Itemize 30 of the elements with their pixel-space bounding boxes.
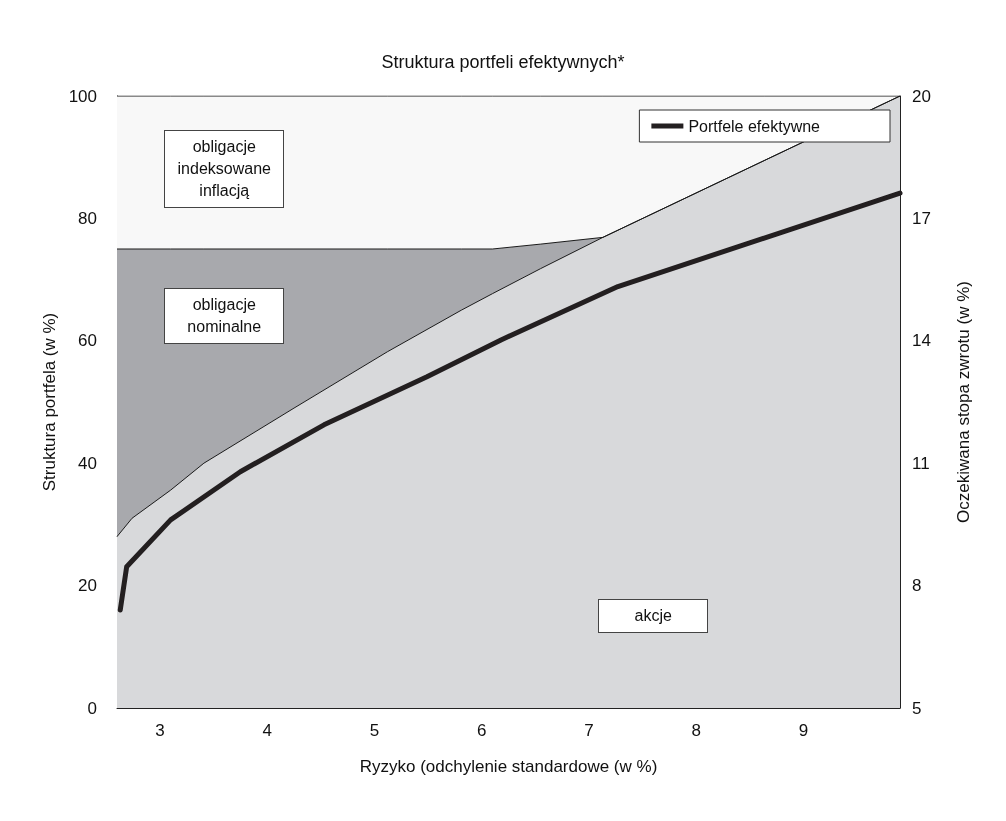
- y2-axis-title: Oczekiwana stopa zwrotu (w %): [954, 281, 973, 523]
- y-tick-label: 60: [78, 331, 97, 351]
- y2-tick-label: 5: [912, 698, 922, 718]
- x-axis-title: Ryzyko (odchylenie standardowe (w %): [359, 757, 658, 776]
- name-frame: obligacje nominalne: [164, 288, 285, 345]
- y-tick-label: 80: [78, 208, 97, 228]
- x-tick-label: 3: [155, 721, 165, 740]
- series-label: akcje: [634, 607, 672, 625]
- legend-label: Portfele efektywne: [688, 117, 821, 135]
- name-frame: akcje: [598, 599, 709, 634]
- series-label: obligacje nominalne: [187, 296, 262, 336]
- y2-tick-label: 20: [912, 86, 931, 106]
- x-tick-label: 6: [476, 721, 487, 740]
- x-tick-label: 4: [262, 721, 272, 740]
- y-tick-label: 0: [87, 698, 97, 718]
- y-tick-label: 20: [78, 576, 97, 596]
- x-tick-label: 8: [691, 721, 701, 740]
- y-tick-label: 40: [78, 453, 97, 473]
- y-tick-label: 100: [68, 86, 97, 106]
- y2-tick-label: 8: [912, 576, 922, 596]
- x-tick-label: 5: [369, 721, 380, 740]
- y2-tick-label: 17: [912, 208, 931, 228]
- y2-tick-label: 11: [912, 453, 930, 473]
- x-tick-label: 9: [798, 721, 809, 740]
- series-label: obligacje indeksowane inflacją: [177, 138, 271, 200]
- y2-tick-label: 14: [912, 331, 931, 351]
- name-frame: obligacje indeksowane inflacją: [164, 130, 285, 209]
- chart-title: Struktura portfeli efektywnych*: [381, 52, 625, 72]
- x-tick-label: 7: [584, 721, 594, 740]
- y-axis-title: Struktura portfela (w %): [39, 312, 59, 492]
